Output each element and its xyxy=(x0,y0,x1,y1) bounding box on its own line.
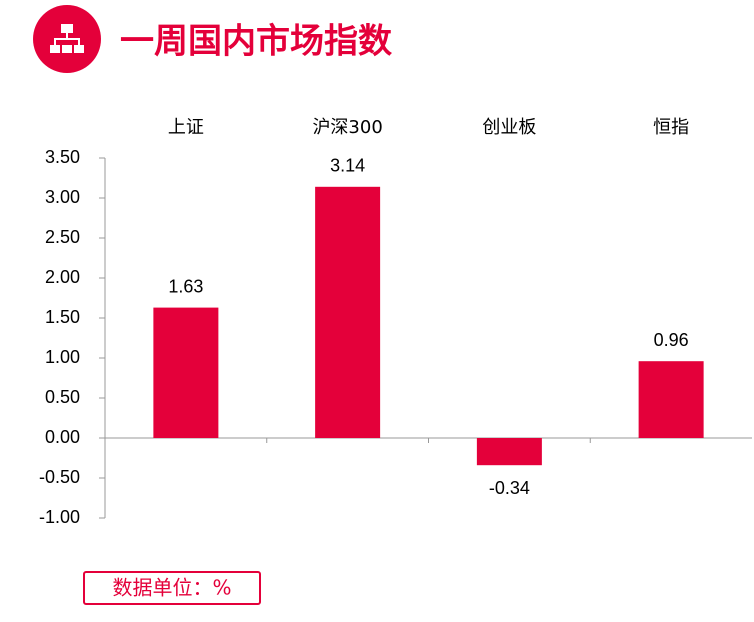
unit-box xyxy=(83,571,261,605)
y-tick-label: 2.50 xyxy=(45,227,80,247)
bar xyxy=(315,186,381,438)
data-label: 0.96 xyxy=(654,330,689,350)
page-title: 一周国内市场指数 xyxy=(120,22,392,62)
unit-note: 数据单位：% xyxy=(112,576,231,600)
y-tick-label: 1.50 xyxy=(45,307,80,327)
y-tick-label: 2.00 xyxy=(45,267,80,287)
x-tick-label: 恒指 xyxy=(653,117,689,138)
bar xyxy=(638,361,704,438)
x-tick-label: 创业板 xyxy=(482,117,536,138)
y-tick-label: -1.00 xyxy=(39,507,80,527)
header-icon xyxy=(33,5,101,73)
data-label: 3.14 xyxy=(330,156,365,176)
y-tick-label: 0.50 xyxy=(45,387,80,407)
bar xyxy=(153,307,219,438)
y-tick-label: -0.50 xyxy=(39,467,80,487)
bar xyxy=(476,438,542,466)
data-label: 1.63 xyxy=(168,276,203,296)
y-tick-label: 1.00 xyxy=(45,347,80,367)
x-tick-label: 上证 xyxy=(168,117,204,138)
y-tick-label: 0.00 xyxy=(45,427,80,447)
x-tick-label: 沪深300 xyxy=(312,117,382,138)
y-tick-label: 3.00 xyxy=(45,187,80,207)
y-tick-label: 3.50 xyxy=(45,147,80,167)
data-label: -0.34 xyxy=(489,478,530,498)
